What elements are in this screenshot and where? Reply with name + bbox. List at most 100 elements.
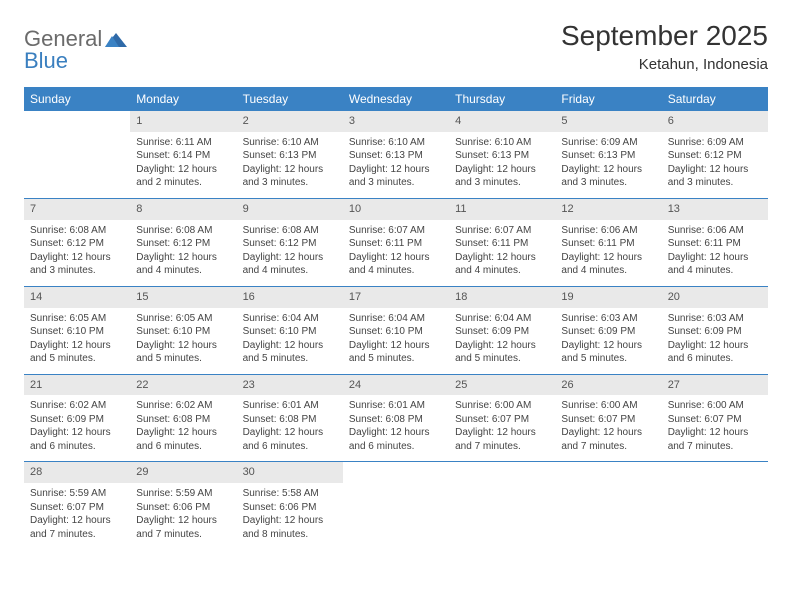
- day-body: Sunrise: 6:00 AMSunset: 6:07 PMDaylight:…: [662, 395, 768, 461]
- calendar-cell: 7Sunrise: 6:08 AMSunset: 6:12 PMDaylight…: [24, 198, 130, 286]
- weekday-header: Thursday: [449, 87, 555, 111]
- day-body: Sunrise: 6:05 AMSunset: 6:10 PMDaylight:…: [130, 308, 236, 374]
- calendar-cell: 21Sunrise: 6:02 AMSunset: 6:09 PMDayligh…: [24, 374, 130, 462]
- sunrise-line: Sunrise: 6:03 AM: [561, 312, 655, 326]
- sunset-line: Sunset: 6:13 PM: [243, 149, 337, 163]
- day-body: Sunrise: 6:08 AMSunset: 6:12 PMDaylight:…: [237, 220, 343, 286]
- daylight-line: Daylight: 12 hours and 6 minutes.: [136, 426, 230, 453]
- title-block: September 2025 Ketahun, Indonesia: [561, 20, 768, 73]
- sunset-line: Sunset: 6:09 PM: [668, 325, 762, 339]
- day-number: 27: [662, 375, 768, 396]
- sunset-line: Sunset: 6:06 PM: [243, 501, 337, 515]
- day-number: 25: [449, 375, 555, 396]
- sunset-line: Sunset: 6:13 PM: [349, 149, 443, 163]
- day-number: 30: [237, 462, 343, 483]
- day-body: Sunrise: 6:04 AMSunset: 6:09 PMDaylight:…: [449, 308, 555, 374]
- sunset-line: Sunset: 6:12 PM: [668, 149, 762, 163]
- daylight-line: Daylight: 12 hours and 6 minutes.: [30, 426, 124, 453]
- sunrise-line: Sunrise: 6:04 AM: [455, 312, 549, 326]
- sunrise-line: Sunrise: 6:04 AM: [243, 312, 337, 326]
- daylight-line: Daylight: 12 hours and 8 minutes.: [243, 514, 337, 541]
- sunset-line: Sunset: 6:12 PM: [30, 237, 124, 251]
- daylight-line: Daylight: 12 hours and 5 minutes.: [561, 339, 655, 366]
- sunrise-line: Sunrise: 6:10 AM: [455, 136, 549, 150]
- calendar-cell: 26Sunrise: 6:00 AMSunset: 6:07 PMDayligh…: [555, 374, 661, 462]
- day-number: 26: [555, 375, 661, 396]
- calendar-cell: 19Sunrise: 6:03 AMSunset: 6:09 PMDayligh…: [555, 286, 661, 374]
- day-number: 10: [343, 199, 449, 220]
- calendar-cell: 30Sunrise: 5:58 AMSunset: 6:06 PMDayligh…: [237, 462, 343, 549]
- calendar-cell: 10Sunrise: 6:07 AMSunset: 6:11 PMDayligh…: [343, 198, 449, 286]
- sunrise-line: Sunrise: 6:05 AM: [30, 312, 124, 326]
- calendar-row: 14Sunrise: 6:05 AMSunset: 6:10 PMDayligh…: [24, 286, 768, 374]
- daylight-line: Daylight: 12 hours and 7 minutes.: [455, 426, 549, 453]
- sunrise-line: Sunrise: 5:59 AM: [136, 487, 230, 501]
- sunset-line: Sunset: 6:06 PM: [136, 501, 230, 515]
- day-number: 16: [237, 287, 343, 308]
- day-number: 28: [24, 462, 130, 483]
- sunset-line: Sunset: 6:07 PM: [30, 501, 124, 515]
- day-number: 11: [449, 199, 555, 220]
- logo-triangle-icon: [105, 31, 127, 47]
- sunset-line: Sunset: 6:09 PM: [455, 325, 549, 339]
- sunset-line: Sunset: 6:11 PM: [668, 237, 762, 251]
- day-body: Sunrise: 6:10 AMSunset: 6:13 PMDaylight:…: [237, 132, 343, 198]
- day-number: 3: [343, 111, 449, 132]
- calendar-cell: 11Sunrise: 6:07 AMSunset: 6:11 PMDayligh…: [449, 198, 555, 286]
- sunrise-line: Sunrise: 5:59 AM: [30, 487, 124, 501]
- daylight-line: Daylight: 12 hours and 6 minutes.: [243, 426, 337, 453]
- sunrise-line: Sunrise: 6:09 AM: [561, 136, 655, 150]
- sunrise-line: Sunrise: 6:05 AM: [136, 312, 230, 326]
- weekday-header: Sunday: [24, 87, 130, 111]
- day-body: Sunrise: 6:02 AMSunset: 6:08 PMDaylight:…: [130, 395, 236, 461]
- sunrise-line: Sunrise: 6:08 AM: [243, 224, 337, 238]
- daylight-line: Daylight: 12 hours and 4 minutes.: [561, 251, 655, 278]
- sunset-line: Sunset: 6:12 PM: [243, 237, 337, 251]
- day-body: Sunrise: 6:08 AMSunset: 6:12 PMDaylight:…: [24, 220, 130, 286]
- day-number: 17: [343, 287, 449, 308]
- sunrise-line: Sunrise: 6:00 AM: [668, 399, 762, 413]
- daylight-line: Daylight: 12 hours and 3 minutes.: [30, 251, 124, 278]
- sunset-line: Sunset: 6:09 PM: [561, 325, 655, 339]
- day-body: Sunrise: 6:04 AMSunset: 6:10 PMDaylight:…: [237, 308, 343, 374]
- daylight-line: Daylight: 12 hours and 5 minutes.: [136, 339, 230, 366]
- day-number: 29: [130, 462, 236, 483]
- day-body: Sunrise: 5:59 AMSunset: 6:07 PMDaylight:…: [24, 483, 130, 549]
- sunset-line: Sunset: 6:11 PM: [561, 237, 655, 251]
- daylight-line: Daylight: 12 hours and 5 minutes.: [30, 339, 124, 366]
- day-number: 6: [662, 111, 768, 132]
- logo-blue-row: Blue: [24, 48, 68, 74]
- calendar-cell: .: [662, 462, 768, 549]
- day-body: Sunrise: 6:01 AMSunset: 6:08 PMDaylight:…: [343, 395, 449, 461]
- daylight-line: Daylight: 12 hours and 5 minutes.: [349, 339, 443, 366]
- day-number: 13: [662, 199, 768, 220]
- sunrise-line: Sunrise: 6:07 AM: [455, 224, 549, 238]
- sunrise-line: Sunrise: 6:11 AM: [136, 136, 230, 150]
- daylight-line: Daylight: 12 hours and 3 minutes.: [561, 163, 655, 190]
- day-body: Sunrise: 5:59 AMSunset: 6:06 PMDaylight:…: [130, 483, 236, 549]
- sunrise-line: Sunrise: 6:01 AM: [243, 399, 337, 413]
- day-body: Sunrise: 6:02 AMSunset: 6:09 PMDaylight:…: [24, 395, 130, 461]
- day-number: 21: [24, 375, 130, 396]
- day-body: Sunrise: 6:05 AMSunset: 6:10 PMDaylight:…: [24, 308, 130, 374]
- location: Ketahun, Indonesia: [561, 56, 768, 73]
- calendar-cell: 25Sunrise: 6:00 AMSunset: 6:07 PMDayligh…: [449, 374, 555, 462]
- calendar-cell: 13Sunrise: 6:06 AMSunset: 6:11 PMDayligh…: [662, 198, 768, 286]
- calendar-cell: 14Sunrise: 6:05 AMSunset: 6:10 PMDayligh…: [24, 286, 130, 374]
- calendar-cell: 29Sunrise: 5:59 AMSunset: 6:06 PMDayligh…: [130, 462, 236, 549]
- day-body: Sunrise: 6:00 AMSunset: 6:07 PMDaylight:…: [555, 395, 661, 461]
- day-number: 23: [237, 375, 343, 396]
- weekday-header: Tuesday: [237, 87, 343, 111]
- day-body: Sunrise: 6:11 AMSunset: 6:14 PMDaylight:…: [130, 132, 236, 198]
- daylight-line: Daylight: 12 hours and 5 minutes.: [455, 339, 549, 366]
- daylight-line: Daylight: 12 hours and 7 minutes.: [668, 426, 762, 453]
- sunset-line: Sunset: 6:13 PM: [561, 149, 655, 163]
- day-body: Sunrise: 6:04 AMSunset: 6:10 PMDaylight:…: [343, 308, 449, 374]
- sunset-line: Sunset: 6:11 PM: [349, 237, 443, 251]
- daylight-line: Daylight: 12 hours and 3 minutes.: [455, 163, 549, 190]
- calendar-cell: 3Sunrise: 6:10 AMSunset: 6:13 PMDaylight…: [343, 111, 449, 198]
- sunrise-line: Sunrise: 6:08 AM: [30, 224, 124, 238]
- sunrise-line: Sunrise: 6:04 AM: [349, 312, 443, 326]
- month-title: September 2025: [561, 20, 768, 52]
- day-number: 8: [130, 199, 236, 220]
